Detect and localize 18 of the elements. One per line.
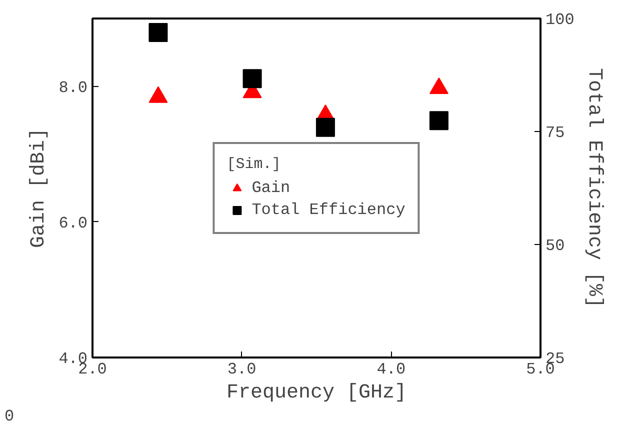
y2-tick-label: 75: [546, 124, 565, 142]
text: 0: [4, 408, 14, 426]
y2-axis-title: Total Efficiency [%]: [582, 68, 606, 308]
y2-tick-label: 50: [546, 237, 565, 255]
legend-title: [Sim.]: [226, 156, 282, 172]
point: [316, 118, 335, 137]
legend-label: Gain: [252, 178, 290, 196]
y-tick-label: 8.0: [58, 78, 88, 97]
x-axis-title: Frequency [GHz]: [226, 382, 407, 404]
x-tick-label: 3.0: [227, 360, 256, 378]
y-tick-label: 6.0: [58, 214, 88, 232]
point: [429, 111, 448, 130]
y-axis-title: Gain [dBi]: [28, 128, 51, 248]
y2-tick-label: 100: [546, 11, 574, 29]
point: [148, 23, 168, 42]
legend-label: Total Efficiency: [252, 200, 406, 218]
point: [242, 69, 262, 88]
x-tick-label: 4.0: [376, 360, 406, 378]
